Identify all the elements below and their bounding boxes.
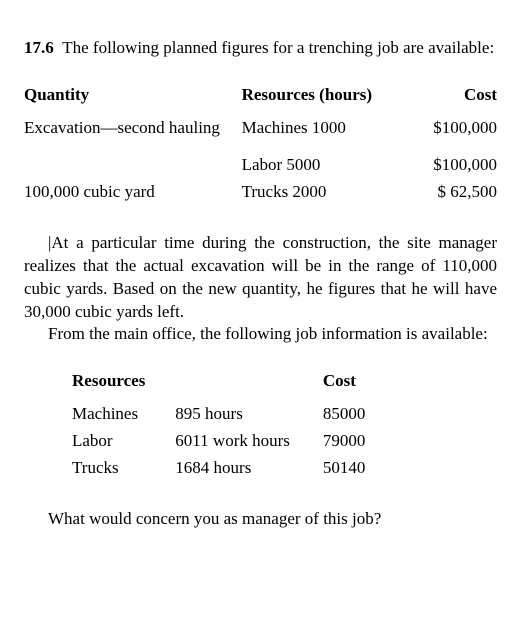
problem-number: 17.6 (24, 38, 54, 57)
job-info-table: Resources Cost Machines 895 hours 85000 … (72, 368, 441, 482)
cell-cost: $100,000 (402, 152, 497, 179)
table-row: Labor 5000 $100,000 (24, 152, 497, 179)
cell-amount: 6011 work hours (175, 428, 323, 455)
cell-quantity: 100,000 cubic yard (24, 179, 242, 206)
cell-cost: 79000 (323, 428, 441, 455)
col-header-cost: Cost (323, 368, 441, 401)
final-question: What would concern you as manager of thi… (24, 508, 497, 531)
col-header-resources: Resources (72, 368, 323, 401)
spacer-row (24, 142, 497, 152)
cell-amount: 895 hours (175, 401, 323, 428)
cell-cost: $100,000 (402, 115, 497, 142)
table-row: Trucks 1684 hours 50140 (72, 455, 441, 482)
cell-resources: Labor 5000 (242, 152, 403, 179)
cell-resource: Machines (72, 401, 175, 428)
table-row: 100,000 cubic yard Trucks 2000 $ 62,500 (24, 179, 497, 206)
table-header-row: Resources Cost (72, 368, 441, 401)
cell-amount: 1684 hours (175, 455, 323, 482)
col-header-quantity: Quantity (24, 82, 242, 115)
cell-cost: 50140 (323, 455, 441, 482)
table-row: Machines 895 hours 85000 (72, 401, 441, 428)
cell-resources: Trucks 2000 (242, 179, 403, 206)
problem-intro-text: The following planned figures for a tren… (62, 38, 494, 57)
cell-resource: Trucks (72, 455, 175, 482)
cell-quantity: Excavation—second hauling (24, 115, 242, 142)
table-row: Excavation—second hauling Machines 1000 … (24, 115, 497, 142)
body-paragraph-2: From the main office, the following job … (24, 323, 497, 346)
problem-intro: 17.6 The following planned figures for a… (24, 37, 497, 60)
table-header-row: Quantity Resources (hours) Cost (24, 82, 497, 115)
cell-resources: Machines 1000 (242, 115, 403, 142)
cell-cost: $ 62,500 (402, 179, 497, 206)
col-header-cost: Cost (402, 82, 497, 115)
cell-cost: 85000 (323, 401, 441, 428)
cell-quantity (24, 152, 242, 179)
table-row: Labor 6011 work hours 79000 (72, 428, 441, 455)
cell-resource: Labor (72, 428, 175, 455)
col-header-resources: Resources (hours) (242, 82, 403, 115)
body-paragraph-1: |At a particular time during the constru… (24, 232, 497, 324)
planned-figures-table: Quantity Resources (hours) Cost Excavati… (24, 82, 497, 206)
